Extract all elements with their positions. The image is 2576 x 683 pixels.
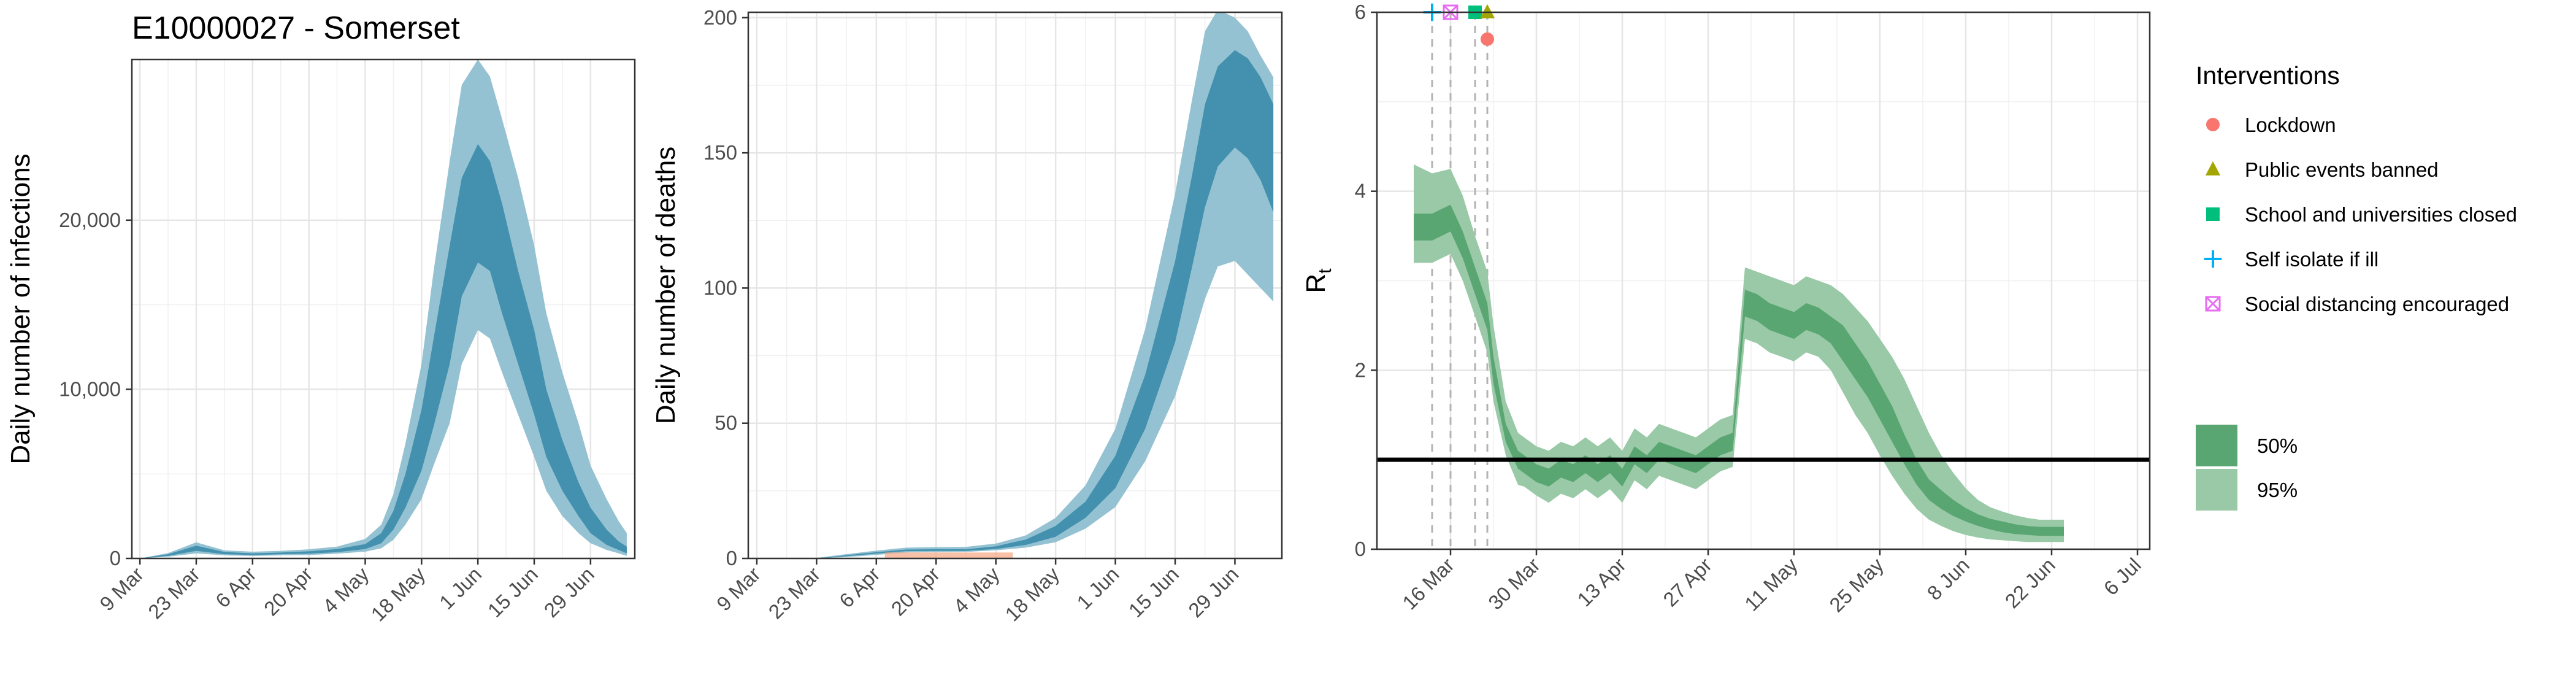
y-tick-label: 0 — [110, 547, 121, 569]
x-tick-label: 22 Jun — [2001, 554, 2060, 612]
legend-label: Public events banned — [2245, 158, 2439, 181]
legend-marker-boxx — [2205, 296, 2221, 312]
y-tick-label: 6 — [1355, 1, 1366, 23]
x-tick-label: 6 Jul — [2099, 554, 2145, 600]
x-tick-label: 15 Jun — [483, 563, 542, 622]
x-tick-label: 13 Apr — [1573, 554, 1630, 611]
x-tick-label: 11 May — [1740, 553, 1802, 615]
legend: Interventions Lockdown Public events banne… — [2196, 61, 2517, 511]
legend-swatch — [2196, 469, 2237, 511]
legend-marker-boxx-d2 — [2205, 296, 2221, 312]
legend-label: Lockdown — [2245, 114, 2336, 136]
legend-marker-circle — [2206, 118, 2220, 131]
panel-border — [747, 11, 1283, 560]
observed-deaths-bars — [884, 552, 1013, 558]
x-tick-label: 23 Mar — [144, 563, 204, 623]
y-axis-title: Daily number of infections — [6, 153, 36, 464]
legend-label: School and universities closed — [2245, 203, 2517, 226]
legend-label: Social distancing encouraged — [2245, 293, 2509, 315]
legend-label: 50% — [2257, 434, 2298, 457]
y-tick-label: 4 — [1355, 180, 1366, 203]
x-tick-label: 23 Mar — [764, 563, 825, 623]
x-tick-label: 29 Jun — [1184, 563, 1243, 622]
x-tick-label: 9 Mar — [712, 563, 765, 615]
panel-border — [131, 58, 636, 560]
x-tick-label: 20 Apr — [259, 563, 317, 620]
x-tick-label: 1 Jun — [435, 563, 486, 614]
y-tick-label: 150 — [703, 141, 737, 164]
x-tick-label: 25 May — [1825, 553, 1888, 616]
band-50 — [756, 50, 1274, 558]
legend-marker-plus — [2204, 250, 2222, 268]
x-tick-label: 4 May — [318, 562, 374, 617]
legend-marker-square — [2206, 207, 2220, 221]
y-axis-title: Daily number of deaths — [651, 147, 681, 424]
intervention-marker-circle — [1481, 32, 1494, 46]
legend-label: Self isolate if ill — [2245, 248, 2379, 271]
y-tick-label: 0 — [1355, 538, 1366, 560]
legend-marker-triangle — [2205, 161, 2221, 176]
y-tick-label: 100 — [703, 276, 737, 299]
band-50 — [1414, 204, 2064, 536]
x-tick-label: 16 Mar — [1398, 554, 1459, 614]
x-tick-label: 15 Jun — [1124, 563, 1183, 622]
x-tick-label: 29 Jun — [540, 563, 599, 622]
intervention-marker-triangle — [1479, 4, 1495, 18]
x-tick-label: 18 May — [367, 562, 430, 625]
legend-label: 95% — [2257, 479, 2298, 501]
rt-panel: 0 2 4 6 16 Mar 30 Mar 13 Apr 27 Apr 11 May 25 May… — [1301, 1, 2151, 616]
x-tick-label: 20 Apr — [887, 563, 945, 620]
figure-title: E10000027 - Somerset — [132, 10, 460, 46]
x-tick-label: 6 Apr — [835, 563, 884, 612]
y-tick-label: 0 — [726, 547, 737, 569]
plot-area — [140, 60, 627, 558]
legend-title: Interventions — [2196, 61, 2340, 90]
band-50 — [140, 144, 627, 558]
y-tick-label: 200 — [703, 6, 737, 29]
band-95 — [140, 60, 627, 558]
plot-area — [756, 12, 1274, 558]
y-axis-title-subscript: t — [1315, 268, 1335, 274]
y-axis-title: Rt — [1301, 268, 1335, 293]
x-tick-label: 18 May — [1000, 562, 1064, 625]
x-tick-label: 9 Mar — [95, 563, 148, 615]
panel-border — [1376, 11, 2151, 550]
x-tick-label: 4 May — [949, 562, 1004, 617]
y-tick-label: 20,000 — [59, 209, 121, 231]
x-tick-label: 8 Jun — [1923, 554, 1974, 604]
x-tick-label: 30 Mar — [1484, 554, 1544, 614]
y-tick-label: 50 — [715, 412, 737, 434]
legend-swatch — [2196, 425, 2237, 466]
x-tick-label: 27 Apr — [1658, 554, 1716, 611]
x-tick-label: 1 Jun — [1072, 563, 1123, 614]
legend-marker-boxx-box — [2205, 296, 2221, 312]
x-tick-label: 6 Apr — [211, 563, 261, 612]
y-tick-label: 2 — [1355, 358, 1366, 381]
y-tick-label: 10,000 — [59, 377, 121, 400]
